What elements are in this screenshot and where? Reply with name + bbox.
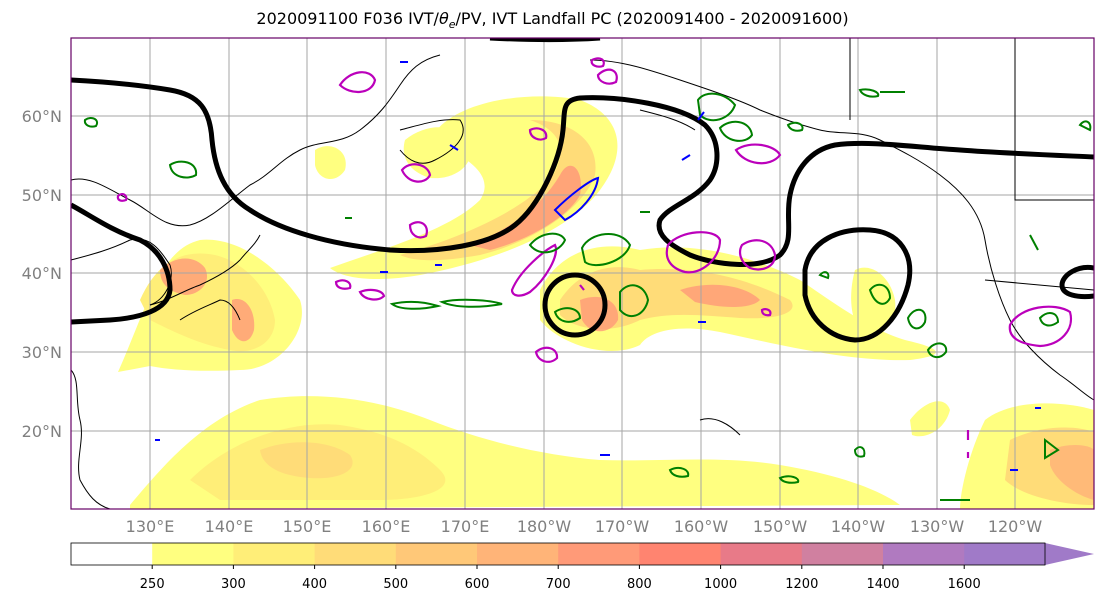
colorbar-extend-arrow	[1045, 543, 1094, 565]
colorbar-tick-label: 1200	[785, 577, 818, 592]
colorbar-tick-label: 800	[627, 577, 652, 592]
colorbar-segment	[71, 543, 153, 565]
pv-positive-contours	[83, 88, 1092, 501]
colorbar-segment	[152, 543, 234, 565]
lon-label: 140°W	[831, 517, 886, 536]
map-panel	[71, 38, 1094, 509]
colorbar-segment	[639, 543, 722, 565]
colorbar-ticks: 250 300 400 500 600 700 800 1000 1200 1400 1600	[140, 565, 981, 592]
lat-label: 20°N	[22, 422, 62, 441]
colorbar-tick-label: 600	[465, 577, 490, 592]
colorbar-segment	[233, 543, 316, 565]
colorbar-tick-label: 1600	[948, 577, 981, 592]
lon-label: 180°W	[517, 517, 572, 536]
colorbar-segment	[801, 543, 884, 565]
colorbar-tick-label: 300	[221, 577, 246, 592]
colorbar-tick-label: 250	[140, 577, 165, 592]
graticule	[71, 38, 1094, 509]
colorbar-segment	[395, 543, 478, 565]
lon-label: 160°E	[362, 517, 411, 536]
lon-label: 150°E	[283, 517, 332, 536]
lon-label: 140°E	[205, 517, 254, 536]
lon-label: 170°W	[595, 517, 650, 536]
map-frame	[70, 37, 1095, 510]
latitude-labels: 60°N 50°N 40°N 30°N 20°N	[22, 107, 62, 441]
lon-label: 130°W	[910, 517, 965, 536]
colorbar-tick-label: 700	[546, 577, 571, 592]
colorbar: 250 300 400 500 600 700 800 1000 1200 1400 1600	[70, 542, 1094, 592]
colorbar-segments	[71, 543, 1046, 565]
lon-label: 120°W	[988, 517, 1043, 536]
lon-label: 130°E	[126, 517, 175, 536]
map-title: 2020091100 F036 IVT/θe/PV, IVT Landfall …	[256, 9, 849, 32]
longitude-labels: 130°E 140°E 150°E 160°E 170°E 180°W 170°…	[126, 517, 1043, 536]
colorbar-segment	[883, 543, 965, 565]
ivt-shading	[118, 96, 1094, 509]
colorbar-segment	[964, 543, 1046, 565]
lat-label: 60°N	[22, 107, 62, 126]
colorbar-segment	[720, 543, 803, 565]
lon-label: 160°W	[674, 517, 729, 536]
colorbar-segment	[558, 543, 640, 565]
landfall-pc-contours	[116, 57, 1073, 458]
lat-label: 50°N	[22, 186, 62, 205]
colorbar-segment	[477, 543, 559, 565]
colorbar-segment	[314, 543, 397, 565]
pv-negative-contours	[155, 61, 1041, 471]
lat-label: 30°N	[22, 343, 62, 362]
colorbar-tick-label: 400	[302, 577, 327, 592]
colorbar-tick-label: 1000	[704, 577, 737, 592]
colorbar-tick-label: 1400	[866, 577, 899, 592]
lon-label: 150°W	[753, 517, 808, 536]
colorbar-tick-label: 500	[383, 577, 408, 592]
lon-label: 170°E	[441, 517, 490, 536]
lat-label: 40°N	[22, 264, 62, 283]
coastlines	[71, 38, 1094, 509]
